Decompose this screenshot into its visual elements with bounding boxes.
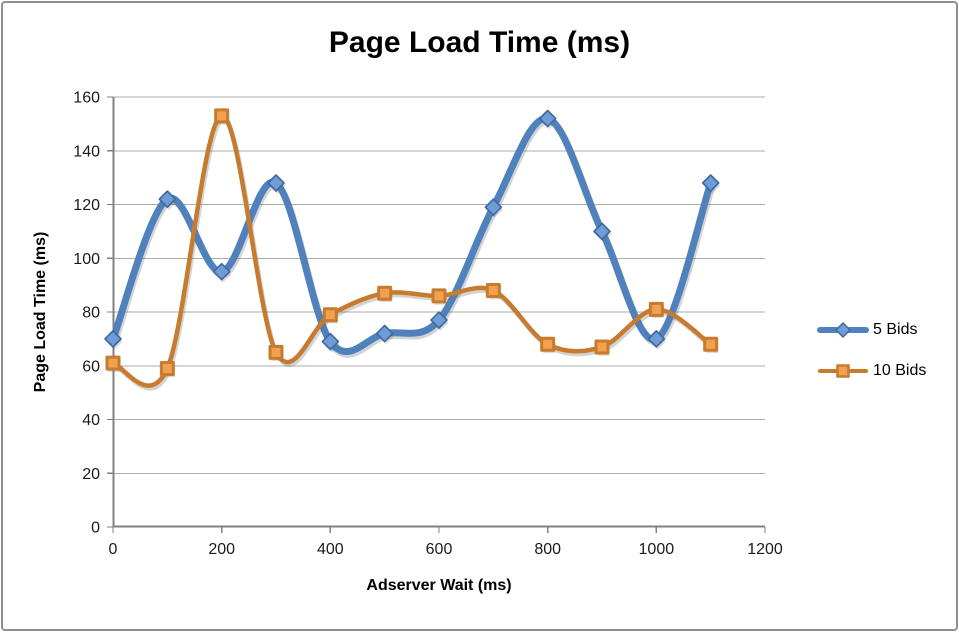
x-tick-label: 1200 bbox=[747, 541, 783, 558]
y-tick-label: 160 bbox=[73, 90, 100, 107]
y-tick-label: 20 bbox=[82, 466, 100, 483]
data-point-marker bbox=[430, 311, 448, 329]
data-point-marker bbox=[538, 109, 557, 128]
x-tick-label: 800 bbox=[534, 541, 561, 558]
legend-label-10-bids: 10 Bids bbox=[873, 362, 927, 379]
x-tick-label: 200 bbox=[208, 541, 235, 558]
data-point-marker bbox=[703, 336, 719, 352]
legend-label-5-bids: 5 Bids bbox=[873, 321, 918, 338]
data-point-marker bbox=[484, 198, 503, 216]
data-point-marker bbox=[701, 174, 720, 192]
data-point-marker bbox=[158, 190, 177, 208]
x-tick-label: 1000 bbox=[639, 541, 675, 558]
y-tick-label: 60 bbox=[82, 358, 100, 375]
data-point-marker bbox=[377, 285, 393, 301]
data-point-marker bbox=[105, 355, 121, 371]
legend-sample-5-bids bbox=[817, 321, 869, 339]
series-line-5-bids bbox=[109, 115, 715, 356]
data-point-marker bbox=[322, 307, 338, 323]
square-marker-icon bbox=[836, 364, 850, 378]
data-point-marker bbox=[485, 283, 501, 298]
x-tick-label: 600 bbox=[426, 541, 453, 558]
x-tick-label: 400 bbox=[317, 541, 344, 558]
plot-area: 0 20 40 60 80 100 120 140 160 0 200 400 600 800 1000 12… bbox=[73, 90, 783, 558]
data-point-marker bbox=[321, 332, 340, 351]
legend-sample-10-bids bbox=[818, 364, 868, 378]
data-point-marker bbox=[540, 336, 556, 352]
y-axis-title: Page Load Time (ms) bbox=[32, 231, 49, 393]
plot-canvas: 0 20 40 60 80 100 120 140 160 0 200 400 600 800 1000 12… bbox=[73, 90, 783, 558]
data-point-marker bbox=[594, 339, 610, 355]
y-tick-label: 80 bbox=[82, 305, 100, 322]
data-point-marker bbox=[593, 222, 611, 241]
legend-item-10-bids: 10 Bids bbox=[818, 360, 926, 382]
data-point-marker bbox=[214, 108, 230, 124]
y-tick-label: 140 bbox=[73, 143, 100, 160]
data-point-marker bbox=[375, 324, 394, 343]
chart-title: Page Load Time (ms) bbox=[328, 26, 631, 59]
y-tick-label: 0 bbox=[91, 520, 100, 537]
y-tick-label: 120 bbox=[73, 197, 100, 214]
data-point-marker bbox=[212, 262, 231, 281]
legend-item-5-bids: 5 Bids bbox=[817, 319, 926, 341]
legend: 5 Bids 10 Bids bbox=[817, 319, 926, 382]
data-point-marker bbox=[267, 174, 285, 192]
x-tick-label: 0 bbox=[109, 541, 118, 558]
x-axis-title: Adserver Wait (ms) bbox=[366, 577, 512, 594]
series-line-shadow bbox=[111, 117, 716, 358]
data-point-marker bbox=[431, 288, 447, 304]
data-point-marker bbox=[268, 344, 284, 360]
data-point-marker bbox=[104, 330, 122, 348]
data-point-marker bbox=[647, 330, 666, 348]
data-point-marker bbox=[648, 301, 664, 317]
diamond-marker-icon bbox=[834, 321, 852, 339]
y-tick-label: 100 bbox=[73, 251, 100, 268]
data-point-marker bbox=[159, 360, 175, 376]
y-tick-label: 40 bbox=[82, 412, 100, 429]
